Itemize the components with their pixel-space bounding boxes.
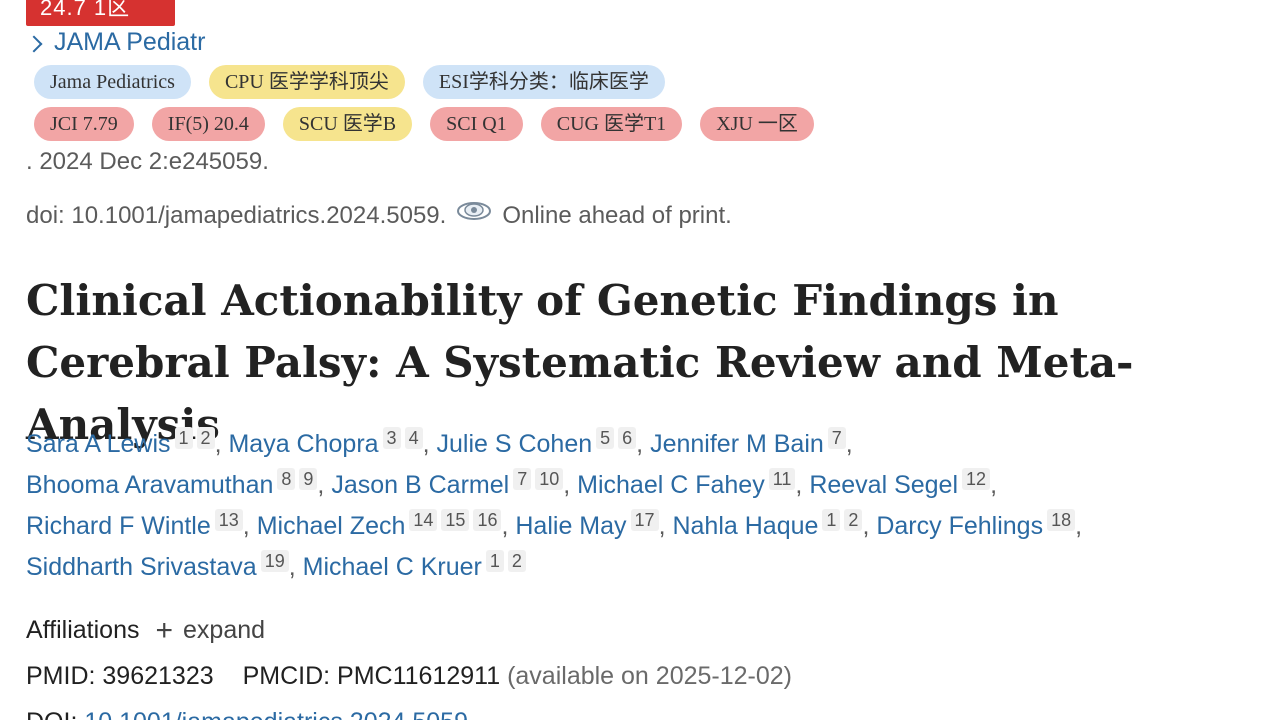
- affiliation-ref[interactable]: 18: [1047, 509, 1076, 531]
- affiliation-ref[interactable]: 1: [822, 509, 841, 531]
- affiliation-ref[interactable]: 12: [962, 468, 991, 490]
- author-link[interactable]: Darcy Fehlings: [876, 512, 1044, 540]
- affiliation-ref[interactable]: 14: [409, 509, 438, 531]
- chevron-right-icon: [25, 35, 43, 52]
- doi-text: doi: 10.1001/jamapediatrics.2024.5059.: [26, 202, 447, 229]
- affiliation-ref[interactable]: 5: [596, 427, 615, 449]
- journal-tag: CUG 医学T1: [540, 107, 683, 141]
- author-link[interactable]: Richard F Wintle: [26, 512, 211, 540]
- author-link[interactable]: Julie S Cohen: [436, 430, 593, 458]
- author-link[interactable]: Michael C Fahey: [577, 471, 765, 499]
- journal-link[interactable]: JAMA Pediatr: [25, 28, 206, 57]
- article-title: Clinical Actionability of Genetic Findin…: [26, 276, 1134, 449]
- author-link[interactable]: Michael Zech: [256, 512, 406, 540]
- pmid-label: PMID:: [26, 662, 96, 690]
- affiliation-ref[interactable]: 2: [844, 509, 863, 531]
- journal-tag: SCI Q1: [430, 107, 523, 141]
- author-link[interactable]: Siddharth Srivastava: [26, 553, 257, 581]
- affiliation-ref[interactable]: 2: [196, 427, 215, 449]
- publication-status: Online ahead of print.: [502, 202, 732, 229]
- author-link[interactable]: Halie May: [515, 512, 627, 540]
- journal-tag: XJU 一区: [700, 107, 814, 141]
- author-link[interactable]: Jennifer M Bain: [650, 430, 824, 458]
- doi-link[interactable]: 10.1001/jamapediatrics.2024.5059: [84, 708, 468, 720]
- doi-label: DOI:: [26, 708, 77, 720]
- journal-link-label: JAMA Pediatr: [54, 28, 206, 56]
- eye-icon[interactable]: [456, 198, 492, 222]
- pmcid-value[interactable]: PMC11612911: [337, 662, 501, 690]
- journal-tag: IF(5) 20.4: [151, 107, 265, 141]
- author-link[interactable]: Jason B Carmel: [331, 471, 510, 499]
- article-identifiers: PMID: 39621323 PMCID: PMC11612911 (avail…: [26, 662, 792, 691]
- affiliation-ref[interactable]: 7: [513, 468, 532, 490]
- plus-icon[interactable]: +: [155, 614, 174, 647]
- affiliation-ref[interactable]: 9: [299, 468, 318, 490]
- expand-link[interactable]: expand: [183, 616, 266, 644]
- affiliation-ref[interactable]: 3: [382, 427, 401, 449]
- author-link[interactable]: Bhooma Aravamuthan: [26, 471, 274, 499]
- citation-date: . 2024 Dec 2:e245059.: [26, 148, 269, 175]
- journal-tag: ESI学科分类：临床医学: [422, 65, 665, 99]
- affiliation-ref[interactable]: 7: [827, 427, 846, 449]
- affiliation-ref[interactable]: 19: [260, 550, 289, 572]
- impact-badge: 24.7 1区: [26, 0, 175, 26]
- journal-tag: CPU 医学学科顶尖: [208, 65, 405, 99]
- journal-tags-row-1: Jama Pediatrics CPU 医学学科顶尖 ESI学科分类：临床医学: [34, 65, 665, 99]
- affiliations-toggle[interactable]: Affiliations + expand: [26, 614, 266, 647]
- affiliation-ref[interactable]: 10: [535, 468, 564, 490]
- journal-tags-row-2: JCI 7.79 IF(5) 20.4 SCU 医学B SCI Q1 CUG 医…: [34, 107, 814, 141]
- author-list: Sara A Lewis 1 2, Maya Chopra 3 4, Julie S C…: [26, 427, 1083, 581]
- affiliation-ref[interactable]: 1: [174, 427, 193, 449]
- affiliation-ref[interactable]: 15: [441, 509, 470, 531]
- affiliation-ref[interactable]: 16: [473, 509, 502, 531]
- author-link[interactable]: Maya Chopra: [228, 430, 379, 458]
- author-link[interactable]: Nahla Haque: [672, 512, 819, 540]
- journal-tag: Jama Pediatrics: [34, 65, 191, 99]
- affiliation-ref[interactable]: 17: [630, 509, 659, 531]
- journal-tag: JCI 7.79: [34, 107, 134, 141]
- affiliation-ref[interactable]: 8: [277, 468, 296, 490]
- affiliations-label: Affiliations: [26, 616, 140, 644]
- doi-line: doi: 10.1001/jamapediatrics.2024.5059. O…: [26, 202, 732, 230]
- pmid-value: 39621323: [102, 662, 214, 690]
- affiliation-ref[interactable]: 4: [404, 427, 423, 449]
- journal-tag: SCU 医学B: [282, 107, 413, 141]
- affiliation-ref[interactable]: 6: [618, 427, 637, 449]
- pmcid-label: PMCID:: [242, 662, 331, 690]
- affiliation-ref[interactable]: 2: [507, 550, 526, 572]
- affiliation-ref[interactable]: 11: [768, 468, 796, 490]
- author-link[interactable]: Reeval Segel: [809, 471, 959, 499]
- doi-row: DOI: 10.1001/jamapediatrics.2024.5059: [26, 708, 468, 720]
- author-link[interactable]: Sara A Lewis: [26, 430, 171, 458]
- author-link[interactable]: Michael C Kruer: [302, 553, 482, 581]
- affiliation-ref[interactable]: 13: [214, 509, 243, 531]
- affiliation-ref[interactable]: 1: [485, 550, 504, 572]
- pmc-availability: (available on 2025-12-02): [507, 662, 792, 690]
